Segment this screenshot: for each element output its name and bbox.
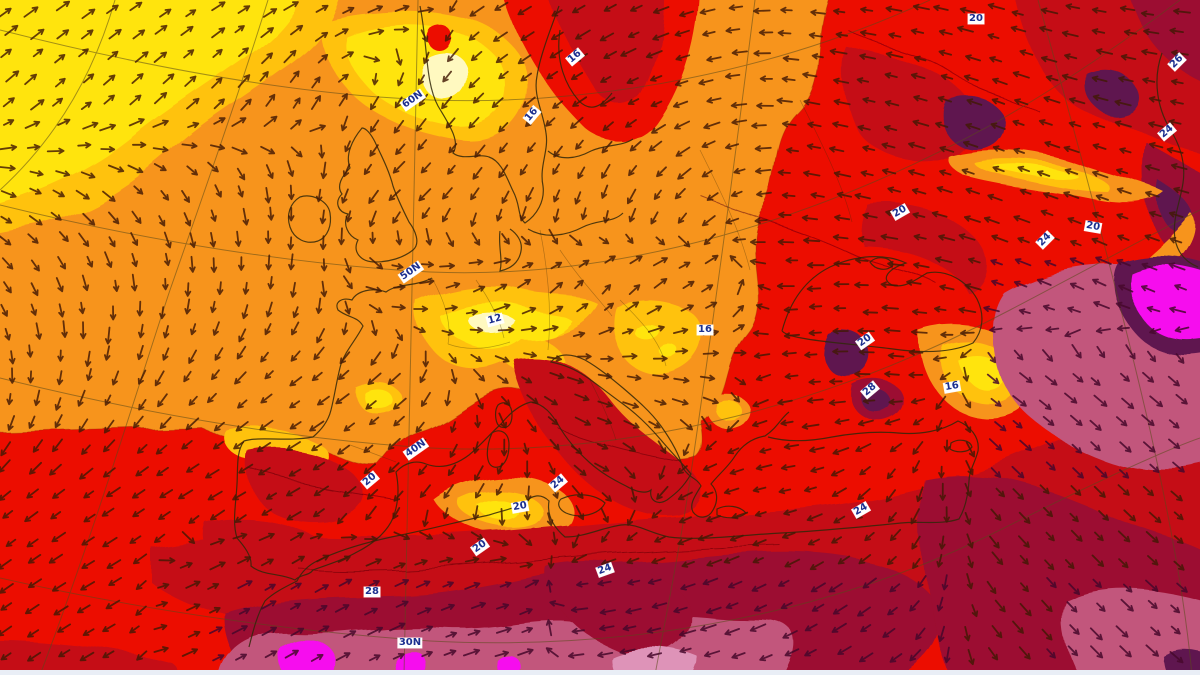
wind-arrow-glyphs: [0, 0, 1191, 666]
wind-arrows-layer: [0, 0, 1191, 666]
coast-gulf-of-finland: [547, 138, 634, 159]
coast-south-baltic: [527, 212, 624, 236]
coast-scandinavia: [419, 5, 560, 224]
coast-denmark: [498, 228, 522, 272]
coast-sardinia: [486, 430, 510, 468]
wind-arrow-glyphs: [209, 256, 1190, 664]
coast-caspian: [1156, 52, 1199, 268]
coast-sicily: [558, 494, 606, 517]
bottom-strip: [0, 670, 1200, 675]
coast-turkey-levant-north-africa: [248, 420, 979, 648]
coast-cyprus: [949, 439, 973, 453]
coast-west-europe-iberia-italy: [233, 277, 790, 581]
